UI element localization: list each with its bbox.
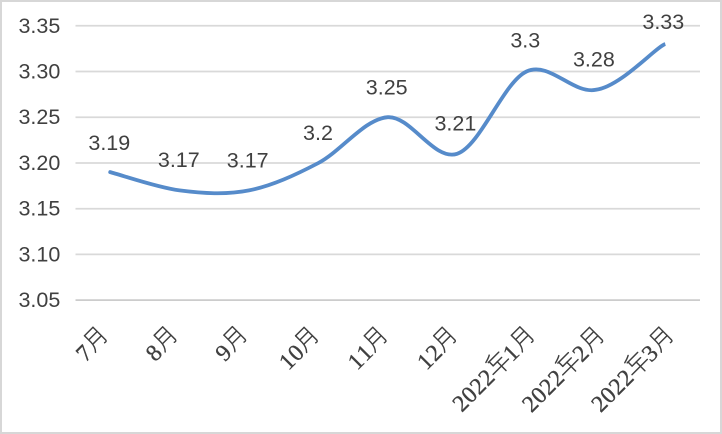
svg-text:3.21: 3.21 <box>434 112 476 136</box>
svg-text:3.30: 3.30 <box>18 60 60 84</box>
svg-text:3.15: 3.15 <box>18 197 60 221</box>
svg-text:3.2: 3.2 <box>303 121 333 145</box>
svg-text:3.25: 3.25 <box>18 105 60 129</box>
svg-text:3.10: 3.10 <box>18 242 60 266</box>
svg-text:3.05: 3.05 <box>18 288 60 312</box>
svg-text:3.33: 3.33 <box>642 10 684 34</box>
svg-text:3.17: 3.17 <box>227 149 269 173</box>
svg-text:3.3: 3.3 <box>510 29 540 53</box>
svg-text:3.20: 3.20 <box>18 151 60 175</box>
svg-text:3.17: 3.17 <box>158 148 200 172</box>
svg-text:3.25: 3.25 <box>366 75 408 99</box>
svg-text:3.28: 3.28 <box>573 48 615 72</box>
svg-text:3.35: 3.35 <box>18 14 60 38</box>
svg-text:3.19: 3.19 <box>88 131 130 155</box>
